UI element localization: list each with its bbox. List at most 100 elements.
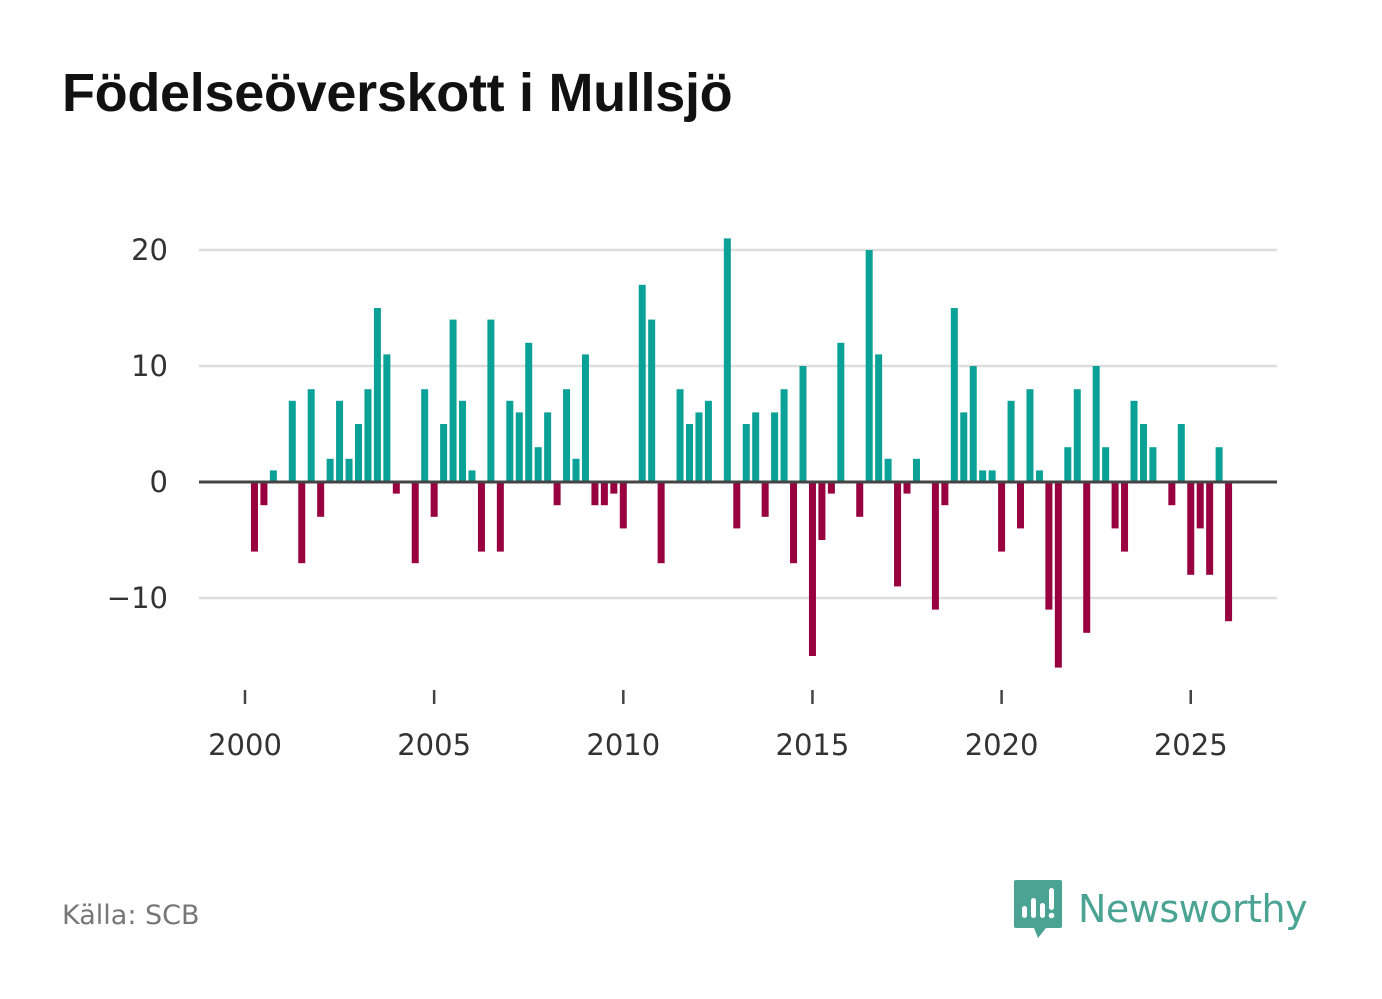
bar [875,354,883,482]
bar [1007,400,1015,482]
bar [288,400,296,482]
x-tick-label: 2015 [776,728,850,762]
chart-title: Födelseöverskott i Mullsjö [62,63,733,123]
bar [336,400,344,482]
y-tick-label: 10 [131,349,168,383]
x-tick-label: 2025 [1154,728,1228,762]
bar [979,470,987,482]
bar [392,482,400,494]
bar [752,412,760,482]
bar [1168,482,1176,506]
bar [742,424,750,482]
bar [676,389,684,482]
bar [657,482,665,564]
bar [723,238,731,482]
bar [771,412,779,482]
bar [799,366,807,482]
bar [430,482,438,517]
bar [884,458,892,482]
bar [581,354,589,482]
bar [619,482,627,529]
source-label: Källa: SCB [62,900,200,931]
bar [373,308,381,482]
bar [383,354,391,482]
bar [969,366,977,482]
bar [260,482,268,506]
bar [496,482,504,552]
bar [1111,482,1119,529]
bar-series [250,238,1233,668]
newsworthy-logo[interactable]: Newsworthy [1012,878,1308,940]
bar [1045,482,1053,610]
bar [733,482,741,529]
bar [912,458,920,482]
bar [1196,482,1204,529]
x-tick-label: 2020 [965,728,1039,762]
bar [487,319,495,482]
x-tick-label: 2010 [586,728,660,762]
newsworthy-icon [1014,880,1062,938]
bar [364,389,372,482]
bar [307,389,315,482]
bar [1130,400,1138,482]
y-tick-label: 20 [131,233,168,267]
bar [250,482,258,552]
bar [506,400,514,482]
bar [856,482,864,517]
bar [544,412,552,482]
bar [931,482,939,610]
bar [827,482,835,494]
bar [1026,389,1034,482]
bar [269,470,277,482]
bar [1121,482,1129,552]
bar [790,482,798,564]
bar [808,482,816,656]
x-tick-label: 2000 [208,728,282,762]
bar [477,482,485,552]
bar [960,412,968,482]
bar [998,482,1006,552]
bar [865,250,873,482]
bar [638,284,646,482]
bar [1187,482,1195,575]
bar [894,482,902,587]
bar [298,482,306,564]
bar [421,389,429,482]
bar [1102,447,1110,482]
bar [695,412,703,482]
bar [572,458,580,482]
y-tick-label: 0 [150,465,168,499]
bar [459,400,467,482]
bar [534,447,542,482]
bar [704,400,712,482]
bar [818,482,826,540]
bar [1225,482,1233,622]
bar [345,458,353,482]
bar [837,342,845,482]
bar [468,470,476,482]
bar [988,470,996,482]
bar [1035,470,1043,482]
bar [563,389,571,482]
bar [1149,447,1157,482]
bar [1177,424,1185,482]
bar [326,458,334,482]
y-tick-label: −10 [107,581,168,615]
bar [600,482,608,506]
bar [1017,482,1025,529]
bar [780,389,788,482]
bar [1064,447,1072,482]
bar [1215,447,1223,482]
bar [610,482,618,494]
bar [1206,482,1214,575]
bar [686,424,693,482]
bar [1092,366,1100,482]
bar [411,482,419,564]
bar [903,482,911,494]
bar [440,424,448,482]
bar [553,482,561,506]
bar [648,319,656,482]
bar [354,424,362,482]
